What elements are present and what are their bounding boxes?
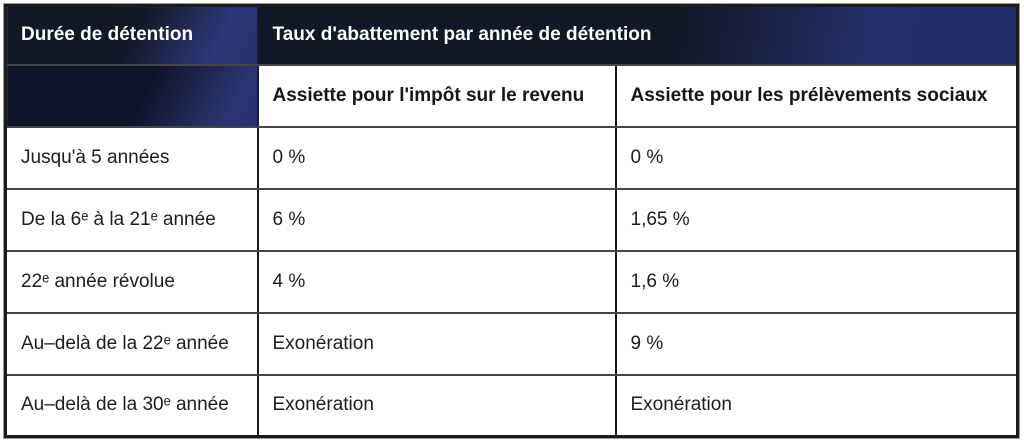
header-row-1: Durée de détention Taux d'abattement par… bbox=[4, 4, 1019, 66]
ir-value-cell: 0 % bbox=[256, 125, 617, 190]
ir-value-cell: 4 % bbox=[256, 249, 617, 314]
header-row-2: Assiette pour l'impôt sur le revenu Assi… bbox=[4, 63, 1019, 128]
duration-cell: Au–delà de la 30ᵉ année bbox=[4, 373, 259, 438]
duration-cell: De la 6ᵉ à la 21ᵉ année bbox=[4, 187, 259, 252]
header-cell-taux-abattement-banner: Taux d'abattement par année de détention bbox=[256, 4, 1019, 66]
duration-cell: Au–delà de la 22ᵉ année bbox=[4, 311, 259, 376]
ps-value-cell: 1,65 % bbox=[614, 187, 1019, 252]
ps-value-cell: Exonération bbox=[614, 373, 1019, 438]
ps-value-cell: 1,6 % bbox=[614, 249, 1019, 314]
ps-value-cell: 9 % bbox=[614, 311, 1019, 376]
ir-value-cell: 6 % bbox=[256, 187, 617, 252]
table-row: De la 6ᵉ à la 21ᵉ année 6 % 1,65 % bbox=[4, 187, 1019, 252]
table-row: 22ᵉ année révolue 4 % 1,6 % bbox=[4, 249, 1019, 314]
ir-value-cell: Exonération bbox=[256, 311, 617, 376]
ir-value-cell: Exonération bbox=[256, 373, 617, 438]
header-cell-duree-detention: Durée de détention bbox=[4, 4, 259, 66]
duration-cell: Jusqu'à 5 années bbox=[4, 125, 259, 190]
ps-value-cell: 0 % bbox=[614, 125, 1019, 190]
header-cell-empty-corner bbox=[4, 63, 259, 128]
table-row: Au–delà de la 22ᵉ année Exonération 9 % bbox=[4, 311, 1019, 376]
table-row: Jusqu'à 5 années 0 % 0 % bbox=[4, 125, 1019, 190]
table-frame: Durée de détention Taux d'abattement par… bbox=[3, 3, 1021, 439]
duration-cell: 22ᵉ année révolue bbox=[4, 249, 259, 314]
abattement-table: Durée de détention Taux d'abattement par… bbox=[4, 4, 1020, 438]
table-row: Au–delà de la 30ᵉ année Exonération Exon… bbox=[4, 373, 1019, 438]
header-cell-assiette-impot-revenu: Assiette pour l'impôt sur le revenu bbox=[256, 63, 617, 128]
header-cell-assiette-prelevements-sociaux: Assiette pour les prélèvements sociaux bbox=[614, 63, 1019, 128]
